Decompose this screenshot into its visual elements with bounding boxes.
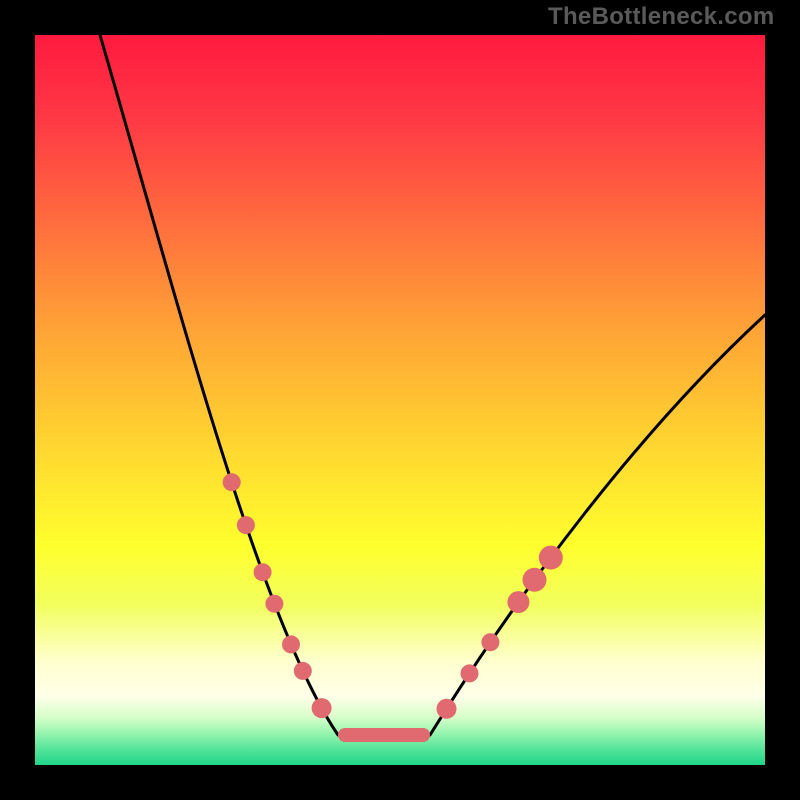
data-bead <box>481 633 499 651</box>
data-bead <box>312 698 332 718</box>
data-bead <box>282 635 300 653</box>
bottleneck-curve <box>100 35 338 735</box>
bottleneck-curve <box>430 315 765 735</box>
valley-segment <box>338 728 430 742</box>
data-bead <box>237 516 255 534</box>
data-bead <box>265 595 283 613</box>
watermark: TheBottleneck.com <box>548 3 774 31</box>
data-bead <box>254 563 272 581</box>
data-bead <box>294 662 312 680</box>
stage: { "canvas": { "width": 800, "height": 80… <box>0 0 800 800</box>
data-bead <box>223 473 241 491</box>
data-bead <box>461 664 479 682</box>
data-bead <box>507 591 529 613</box>
data-bead <box>437 699 457 719</box>
curve-layer <box>0 0 800 800</box>
data-bead <box>523 568 547 592</box>
data-bead <box>539 546 563 570</box>
